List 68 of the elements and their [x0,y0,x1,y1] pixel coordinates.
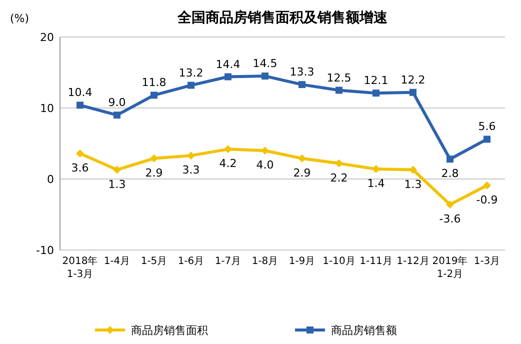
data-label: 11.8 [142,76,166,90]
data-label: 5.6 [478,120,496,134]
data-label: 13.2 [178,66,204,80]
y-tick-label: 10 [40,102,54,115]
point [483,181,491,190]
y-tick-label: 0 [47,173,54,186]
x-tick-label: 1-5月 [140,256,168,267]
point [150,154,158,162]
data-label: 2.9 [145,166,163,180]
data-label: 1.3 [108,178,126,191]
point [335,159,343,168]
point [224,73,232,80]
point [409,166,417,174]
x-tick-label: 2018年 1-3月 [62,255,98,280]
point [298,154,306,162]
data-label: 1.3 [404,178,422,191]
y-tick-label: -10 [36,244,54,257]
data-label: 10.4 [68,86,92,100]
data-label: 12.1 [364,74,388,88]
x-tick-label: 1-7月 [214,256,242,267]
point [446,156,454,163]
data-label: 12.2 [400,73,426,86]
x-tick-label: 1-11月 [360,256,392,267]
data-label: 4.0 [256,158,274,172]
x-tick-label: 1-6月 [178,256,204,267]
point [372,90,380,97]
data-label: 4.2 [219,157,237,170]
point [76,102,84,109]
data-label: 2.9 [293,166,311,180]
data-label: 2.8 [441,167,459,180]
point [298,81,306,88]
data-label: -0.9 [476,193,498,206]
y-tick-label: 20 [40,31,54,44]
x-tick-label: 1-3月 [474,256,500,267]
point [484,136,490,143]
point [113,166,121,174]
point [372,165,380,174]
data-label: 14.4 [216,58,240,71]
point [446,200,454,209]
legend-label: 商品房销售面积 [131,324,208,337]
data-label: 1.4 [367,177,385,190]
point [114,112,120,119]
data-label: -3.6 [439,212,461,226]
data-label: 14.5 [252,57,278,70]
x-tick-label: 2019年 1-2月 [432,255,468,280]
x-tick-label: 1-9月 [288,256,316,267]
x-tick-label: 1-8月 [252,256,278,267]
data-label: 2.2 [330,171,348,184]
point [188,82,194,89]
point [336,86,342,94]
data-label: 13.3 [290,66,314,79]
point [76,149,84,158]
point [224,145,232,154]
x-tick-label: 1-10月 [322,256,356,267]
point [150,92,158,99]
point [262,72,268,80]
point [261,146,269,155]
y-axis-title: (%) [10,12,30,25]
x-tick-label: 1-4月 [104,256,130,267]
data-label: 3.6 [71,161,89,174]
data-label: 12.5 [326,71,352,84]
legend-label: 商品房销售额 [331,324,397,337]
x-tick-label: 1-12月 [396,256,430,267]
point [187,152,195,160]
chart-title: 全国商品房销售面积及销售额增速 [176,9,388,26]
point [410,88,416,96]
data-label: 9.0 [108,96,126,110]
data-label: 3.3 [182,164,200,177]
